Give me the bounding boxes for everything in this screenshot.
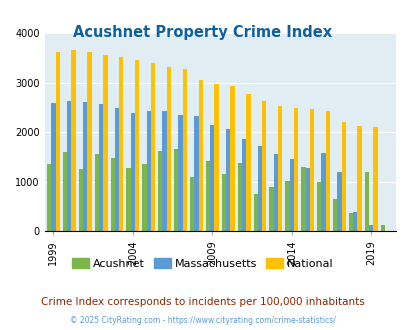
Text: Acushnet Property Crime Index: Acushnet Property Crime Index	[73, 25, 332, 40]
Bar	[190, 177, 194, 231]
Bar	[63, 152, 67, 231]
Bar	[337, 172, 341, 231]
Text: Crime Index corresponds to incidents per 100,000 inhabitants: Crime Index corresponds to incidents per…	[41, 297, 364, 307]
Bar	[309, 109, 313, 231]
Bar	[151, 63, 155, 231]
Bar	[226, 129, 230, 231]
Bar	[205, 161, 210, 231]
Text: © 2025 CityRating.com - https://www.cityrating.com/crime-statistics/: © 2025 CityRating.com - https://www.city…	[70, 316, 335, 325]
Bar	[305, 168, 309, 231]
Bar	[230, 86, 234, 231]
Bar	[174, 149, 178, 231]
Bar	[269, 187, 273, 231]
Bar	[94, 154, 99, 231]
Bar	[352, 212, 356, 231]
Bar	[285, 181, 289, 231]
Bar	[364, 172, 368, 231]
Bar	[237, 163, 241, 231]
Bar	[210, 125, 214, 231]
Bar	[130, 113, 135, 231]
Bar	[293, 108, 297, 231]
Bar	[253, 194, 257, 231]
Bar	[373, 127, 377, 231]
Bar	[110, 158, 115, 231]
Bar	[51, 103, 55, 231]
Bar	[135, 60, 139, 231]
Bar	[83, 102, 87, 231]
Bar	[289, 159, 293, 231]
Bar	[348, 213, 352, 231]
Bar	[262, 101, 266, 231]
Bar	[368, 224, 373, 231]
Bar	[47, 164, 51, 231]
Bar	[273, 154, 277, 231]
Bar	[79, 169, 83, 231]
Bar	[178, 115, 182, 231]
Bar	[221, 174, 226, 231]
Bar	[301, 167, 305, 231]
Bar	[316, 182, 321, 231]
Bar	[99, 104, 103, 231]
Bar	[356, 126, 361, 231]
Bar	[146, 111, 151, 231]
Bar	[67, 101, 71, 231]
Bar	[341, 122, 345, 231]
Bar	[380, 225, 384, 231]
Bar	[119, 57, 123, 231]
Bar	[194, 116, 198, 231]
Bar	[162, 111, 166, 231]
Bar	[87, 52, 92, 231]
Bar	[115, 108, 119, 231]
Bar	[198, 80, 202, 231]
Bar	[55, 52, 60, 231]
Bar	[245, 94, 250, 231]
Bar	[158, 151, 162, 231]
Bar	[126, 168, 130, 231]
Bar	[277, 106, 281, 231]
Bar	[321, 153, 325, 231]
Bar	[142, 164, 146, 231]
Bar	[332, 199, 337, 231]
Bar	[257, 147, 262, 231]
Bar	[103, 55, 107, 231]
Legend: Acushnet, Massachusetts, National: Acushnet, Massachusetts, National	[67, 254, 338, 273]
Bar	[166, 67, 171, 231]
Bar	[71, 50, 76, 231]
Bar	[325, 111, 329, 231]
Bar	[241, 139, 245, 231]
Bar	[182, 69, 187, 231]
Bar	[214, 84, 218, 231]
